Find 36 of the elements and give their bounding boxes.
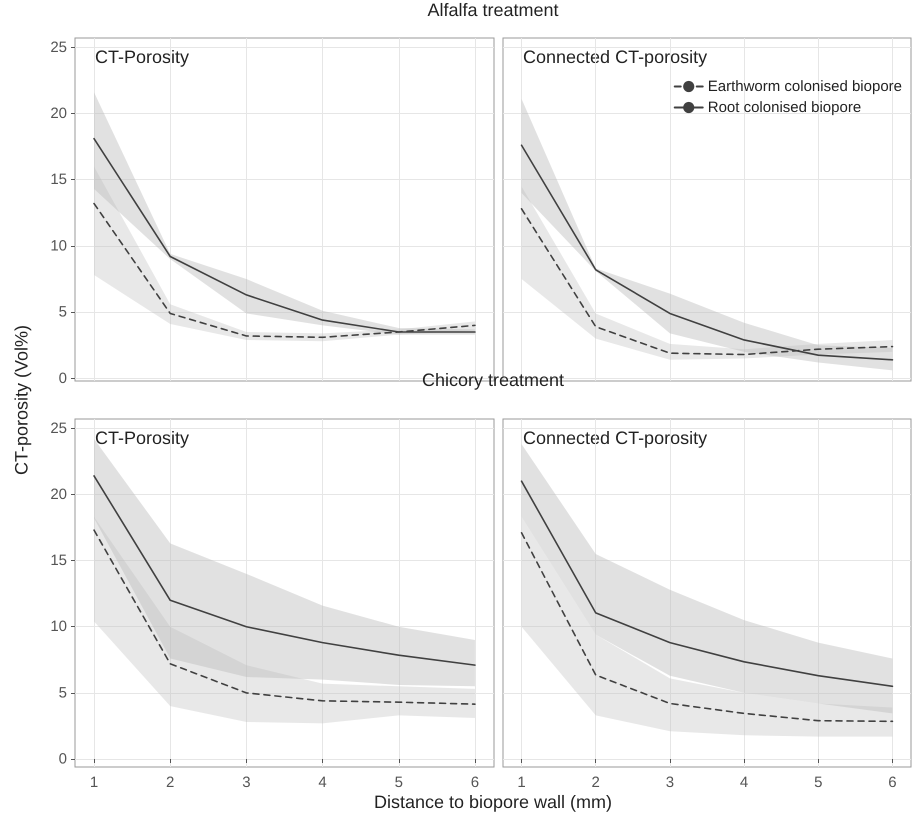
x-tick-label: 6 xyxy=(888,774,897,791)
x-tick-label: 2 xyxy=(166,774,174,791)
chart-title: Alfalfa treatment xyxy=(426,0,560,21)
y-tick-label: 5 xyxy=(58,304,67,321)
x-tick-label: 4 xyxy=(318,774,327,791)
y-tick-label: 0 xyxy=(58,750,67,768)
x-tick-label: 5 xyxy=(394,774,403,791)
x-tick-label: 2 xyxy=(592,774,600,791)
y-tick-label: 20 xyxy=(50,486,67,503)
annotation: CT-Porosity xyxy=(95,428,190,448)
y-tick-label: 10 xyxy=(50,618,67,636)
y-tick-label: 5 xyxy=(58,684,67,702)
annotation: Connected CT-porosity xyxy=(523,428,708,448)
y-tick-label: 15 xyxy=(50,552,67,570)
y-tick-label: 0 xyxy=(58,370,67,387)
y-tick-label: 25 xyxy=(50,420,67,437)
x-tick-label: 5 xyxy=(814,774,822,791)
line-series xyxy=(93,529,476,705)
legend-label: Root colonised biopore xyxy=(708,99,862,116)
x-tick-label: 3 xyxy=(242,774,251,791)
y-tick-label: 25 xyxy=(50,38,67,56)
annotation: Connected CT-porosity xyxy=(523,47,708,67)
annotation: CT-Porosity xyxy=(95,47,190,67)
y-axis-title: CT-porosity (Vol%) xyxy=(12,324,32,476)
x-tick-label: 1 xyxy=(90,774,98,791)
line-series xyxy=(93,475,476,666)
chart-title: Chicory treatment xyxy=(420,370,566,391)
y-tick-label: 10 xyxy=(50,237,67,254)
x-tick-label: 4 xyxy=(740,774,748,791)
x-tick-label: 6 xyxy=(470,774,480,791)
x-tick-label: 1 xyxy=(517,774,526,791)
y-tick-label: 15 xyxy=(50,171,67,188)
y-tick-label: 20 xyxy=(50,104,67,122)
x-axis-title: Distance to biopore wall (mm) xyxy=(372,792,614,813)
legend-label: Earthworm colonised biopore xyxy=(708,78,902,95)
x-tick-label: 3 xyxy=(666,774,674,791)
